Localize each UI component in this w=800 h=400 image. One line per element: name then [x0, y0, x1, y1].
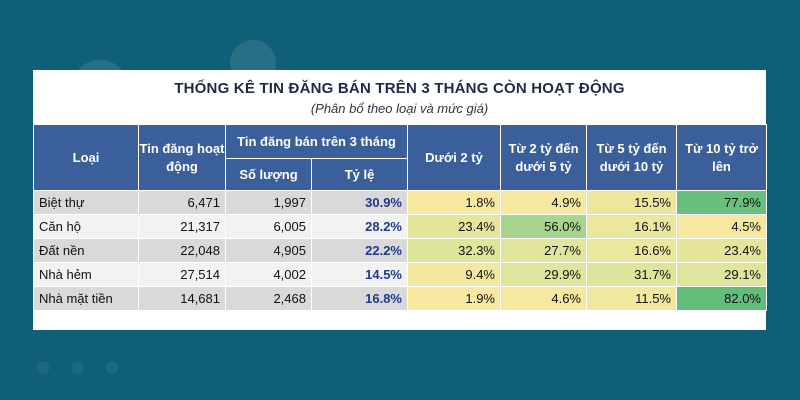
- cell-type: Đất nền: [33, 238, 139, 263]
- statistics-table: Loại Tin đăng hoạt động Tin đăng bán trê…: [33, 124, 767, 311]
- cell-type: Nhà hẻm: [33, 262, 139, 287]
- cell-2b-to-5b: 4.9%: [500, 190, 587, 215]
- cell-2b-to-5b: 27.7%: [500, 238, 587, 263]
- header-under-2b: Dưới 2 tỷ: [407, 124, 501, 191]
- cell-active: 14,681: [138, 286, 226, 311]
- cell-under-2b: 23.4%: [407, 214, 501, 239]
- header-active-listings: Tin đăng hoạt động: [138, 124, 226, 191]
- cell-5b-to-10b: 11.5%: [586, 286, 677, 311]
- cell-count: 1,997: [225, 190, 312, 215]
- cell-over-10b: 77.9%: [676, 190, 767, 215]
- table-row: Nhà hẻm 27,514 4,002 14.5% 9.4% 29.9% 31…: [33, 262, 767, 287]
- header-over-3-months-group: Tin đăng bán trên 3 tháng: [225, 124, 408, 159]
- cell-over-10b: 4.5%: [676, 214, 767, 239]
- cell-5b-to-10b: 16.6%: [586, 238, 677, 263]
- table-subtitle: (Phân bổ theo loại và mức giá): [310, 101, 489, 116]
- cell-type: Nhà mặt tiền: [33, 286, 139, 311]
- cell-active: 6,471: [138, 190, 226, 215]
- cell-over-10b: 82.0%: [676, 286, 767, 311]
- table-row: Căn hộ 21,317 6,005 28.2% 23.4% 56.0% 16…: [33, 214, 767, 239]
- cell-ratio: 30.9%: [311, 190, 408, 215]
- cell-count: 6,005: [225, 214, 312, 239]
- cell-5b-to-10b: 31.7%: [586, 262, 677, 287]
- cell-ratio: 16.8%: [311, 286, 408, 311]
- table-title: THỐNG KÊ TIN ĐĂNG BÁN TRÊN 3 THÁNG CÒN H…: [174, 80, 625, 97]
- background-watermark: ● ● ●: [34, 350, 126, 383]
- cell-over-10b: 29.1%: [676, 262, 767, 287]
- cell-2b-to-5b: 4.6%: [500, 286, 587, 311]
- header-5b-to-10b: Từ 5 tỷ đến dưới 10 tỷ: [586, 124, 677, 191]
- cell-active: 27,514: [138, 262, 226, 287]
- header-count: Số lượng: [225, 158, 312, 191]
- cell-ratio: 28.2%: [311, 214, 408, 239]
- cell-under-2b: 9.4%: [407, 262, 501, 287]
- header-ratio: Tỷ lệ: [311, 158, 408, 191]
- cell-under-2b: 1.9%: [407, 286, 501, 311]
- cell-type: Căn hộ: [33, 214, 139, 239]
- cell-under-2b: 32.3%: [407, 238, 501, 263]
- cell-ratio: 22.2%: [311, 238, 408, 263]
- cell-under-2b: 1.8%: [407, 190, 501, 215]
- header-type: Loại: [33, 124, 139, 191]
- cell-active: 21,317: [138, 214, 226, 239]
- cell-over-10b: 23.4%: [676, 238, 767, 263]
- cell-2b-to-5b: 56.0%: [500, 214, 587, 239]
- cell-5b-to-10b: 15.5%: [586, 190, 677, 215]
- header-over-10b: Từ 10 tỷ trở lên: [676, 124, 767, 191]
- cell-type: Biệt thự: [33, 190, 139, 215]
- statistics-card: THỐNG KÊ TIN ĐĂNG BÁN TRÊN 3 THÁNG CÒN H…: [33, 70, 767, 330]
- table-row: Biệt thự 6,471 1,997 30.9% 1.8% 4.9% 15.…: [33, 190, 767, 215]
- cell-count: 2,468: [225, 286, 312, 311]
- cell-ratio: 14.5%: [311, 262, 408, 287]
- cell-active: 22,048: [138, 238, 226, 263]
- cell-count: 4,905: [225, 238, 312, 263]
- cell-5b-to-10b: 16.1%: [586, 214, 677, 239]
- cell-count: 4,002: [225, 262, 312, 287]
- card-header: THỐNG KÊ TIN ĐĂNG BÁN TRÊN 3 THÁNG CÒN H…: [33, 70, 766, 124]
- cell-2b-to-5b: 29.9%: [500, 262, 587, 287]
- header-2b-to-5b: Từ 2 tỷ đến dưới 5 tỷ: [500, 124, 587, 191]
- table-row: Đất nền 22,048 4,905 22.2% 32.3% 27.7% 1…: [33, 238, 767, 263]
- table-row: Nhà mặt tiền 14,681 2,468 16.8% 1.9% 4.6…: [33, 286, 767, 311]
